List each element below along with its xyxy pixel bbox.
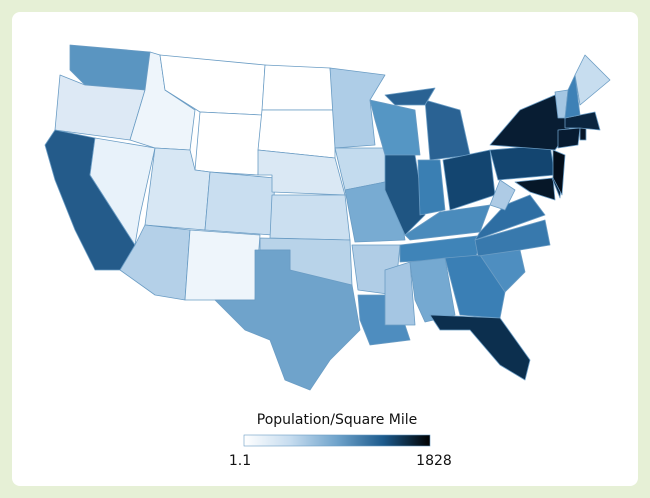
state [184, 229, 261, 301]
state [384, 154, 426, 236]
us-map [44, 44, 611, 391]
state [444, 254, 506, 319]
state [474, 219, 551, 257]
legend-bar [243, 434, 431, 447]
state [489, 144, 556, 181]
state [204, 171, 276, 236]
state [429, 314, 531, 381]
state [557, 127, 581, 149]
state [194, 111, 263, 176]
state [474, 194, 546, 241]
state [514, 177, 556, 201]
state [384, 87, 436, 106]
state [329, 67, 386, 149]
state [564, 74, 581, 119]
state [257, 149, 346, 196]
legend-title: Population/Square Mile [257, 412, 417, 428]
legend-min: 1.1 [229, 453, 251, 469]
state [269, 194, 351, 241]
state [489, 179, 516, 211]
state [214, 249, 361, 391]
state [384, 261, 416, 326]
state [552, 149, 566, 196]
state [404, 204, 491, 241]
state [89, 137, 156, 246]
state [417, 159, 446, 216]
state [574, 54, 611, 106]
state [579, 127, 587, 141]
state [261, 64, 336, 111]
legend-max: 1828 [416, 453, 452, 469]
